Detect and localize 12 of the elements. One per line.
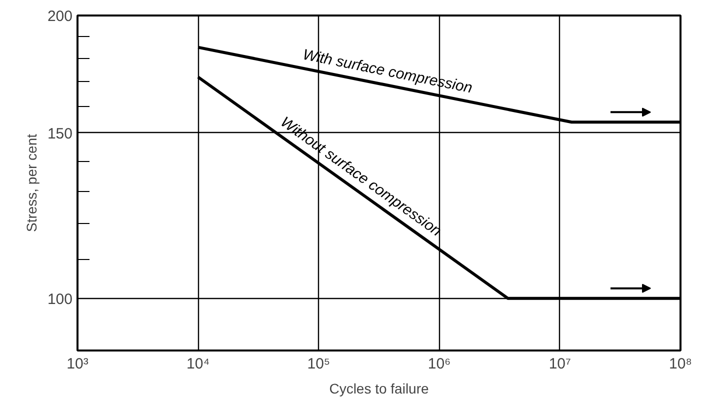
x-tick-label: 10⁴	[186, 356, 210, 372]
y-tick-label: 200	[47, 8, 73, 25]
x-tick-label: 10⁸	[668, 356, 692, 372]
x-axis-title: Cycles to failure	[329, 380, 430, 396]
y-tick-label: 100	[47, 290, 73, 308]
x-tick-label: 10³	[66, 356, 88, 372]
x-tick-label: 10⁵	[307, 356, 330, 372]
y-tick-label: 150	[47, 125, 73, 142]
x-tick-label: 10⁷	[548, 356, 571, 372]
text: With surface compression	[301, 46, 474, 97]
y-axis-title: Stress, per cent	[23, 134, 40, 232]
x-tick-label: 10⁶	[428, 356, 451, 372]
